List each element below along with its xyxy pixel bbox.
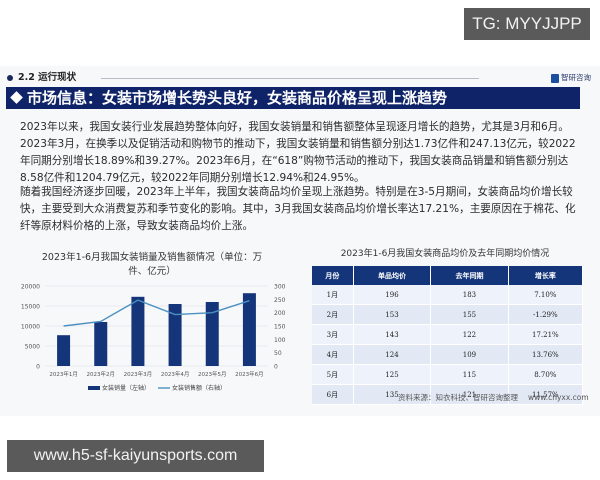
table-cell: 153 (353, 304, 432, 325)
y-tick-right: 200 (274, 310, 286, 317)
legend-label: 女装销量（左轴） (102, 384, 150, 392)
table-cell: 125 (353, 364, 432, 385)
table-row: 3月 143 122 17.21% (312, 324, 584, 345)
table-cell: 155 (430, 304, 509, 325)
footer-link[interactable]: www.h5-sf-kaiyunsports.com (7, 440, 264, 472)
y-tick-right: 250 (274, 297, 286, 304)
tg-badge: TG: MYYJJPP (464, 8, 590, 40)
chart-title: 件、亿元） (128, 265, 176, 277)
bar (57, 335, 71, 366)
sales-chart: 2023年1-6月我国女装销量及销售额情况（单位：万 件、亿元） 0 5000 1000… (10, 240, 295, 410)
table-cell: 196 (353, 285, 432, 305)
y-tick-left: 5000 (25, 344, 40, 351)
table-cell: 11.57% (508, 384, 584, 405)
table-row: 2月 153 155 -1.29% (312, 304, 584, 325)
column-header: 单品均价 (353, 266, 432, 285)
bar (94, 322, 108, 366)
price-table: 月份 单品均价 去年同期 增长率 1月 196 183 7.10% 2月 153 155-… (312, 266, 584, 405)
column-header: 去年同期 (430, 266, 509, 285)
x-tick: 2023年1月 (49, 370, 78, 378)
x-tick: 2023年4月 (161, 370, 190, 378)
table-cell: 6月 (312, 384, 354, 405)
bullet-icon (7, 75, 13, 81)
table-cell: 183 (430, 285, 509, 305)
y-tick-left: 10000 (21, 324, 40, 331)
section-label: 2.2 运行现状 (18, 72, 77, 83)
document-page: 2.2 运行现状 智研咨询 市场信息：女装市场增长势头良好，女装商品价格呈现上涨… (0, 66, 600, 416)
column-header: 增长率 (508, 266, 584, 285)
x-tick: 2023年2月 (87, 370, 116, 378)
table-cell: 121 (430, 384, 509, 405)
table-title: 2023年1-6月我国女装商品均价及去年同期均价情况 (340, 249, 550, 259)
paragraph-2: 随着我国经济逐步回暖，2023年上半年，我国女装商品均价呈现上涨趋势。特别是在3… (20, 186, 576, 232)
chart-title: 2023年1-6月我国女装销量及销售额情况（单位：万 (42, 251, 262, 263)
price-table-block: 2023年1-6月我国女装商品均价及去年同期均价情况 月份 单品均价 去年同期 … (300, 240, 595, 410)
table-cell: 4月 (312, 344, 354, 365)
source-url: www.chyxx.com (528, 393, 589, 402)
banner-text: 市场信息：女装市场增长势头良好，女装商品价格呈现上涨趋势 (27, 89, 448, 107)
bar (242, 293, 256, 366)
source-text: 资料来源：知衣科技、智研咨询整理 (398, 393, 518, 402)
banner-title: 市场信息：女装市场增长势头良好，女装商品价格呈现上涨趋势 (6, 87, 580, 109)
table-cell: 7.10% (508, 285, 584, 305)
table-cell: 115 (430, 364, 509, 385)
divider (101, 78, 479, 79)
sales-line (63, 299, 250, 327)
y-tick-left: 0 (36, 364, 40, 371)
table-cell: 135 (353, 384, 432, 405)
table-cell: 1月 (312, 285, 354, 305)
diamond-icon (10, 91, 23, 104)
table-row: 4月 124 109 13.76% (312, 344, 584, 365)
brand-logo: 智研咨询 (551, 72, 591, 84)
legend-bar-icon (88, 386, 100, 390)
table-row: 1月 196 183 7.10% (312, 285, 584, 305)
table-cell: 143 (353, 324, 432, 345)
table-cell: 109 (430, 344, 509, 365)
y-tick-left: 20000 (21, 284, 40, 291)
x-tick: 2023年6月 (235, 370, 264, 378)
table-cell: 3月 (312, 324, 354, 345)
y-tick-right: 100 (274, 337, 286, 344)
column-header: 月份 (312, 266, 354, 285)
y-tick-right: 0 (274, 364, 278, 371)
bar (168, 304, 182, 366)
bar (205, 302, 219, 366)
table-header-row: 月份 单品均价 去年同期 增长率 (312, 266, 584, 285)
bar-line-chart: 2023年1-6月我国女装销量及销售额情况（单位：万件、亿元）050001000… (21, 251, 286, 392)
table-row: 5月 125 115 8.70% (312, 364, 584, 385)
bar (131, 296, 145, 366)
table-cell: -1.29% (508, 304, 584, 325)
table-cell: 124 (353, 344, 432, 365)
y-tick-left: 15000 (21, 304, 40, 311)
x-tick: 2023年5月 (198, 370, 227, 378)
brand-icon (551, 73, 559, 83)
table-cell: 13.76% (508, 344, 584, 365)
legend-label: 女装销售额（右轴） (172, 384, 226, 392)
table-cell: 5月 (312, 364, 354, 385)
y-tick-right: 300 (274, 284, 286, 291)
paragraph-1: 2023年以来，我国女装行业发展趋势整体向好，我国女装销量和销售额整体呈现逐月增… (20, 121, 576, 184)
table-cell: 17.21% (508, 324, 584, 345)
brand-name: 智研咨询 (561, 73, 591, 82)
y-tick-right: 50 (274, 350, 282, 357)
source-note: 资料来源：知衣科技、智研咨询整理 www.chyxx.com (398, 392, 589, 403)
x-tick: 2023年3月 (124, 370, 153, 378)
table-cell: 122 (430, 324, 509, 345)
y-tick-right: 150 (274, 324, 286, 331)
section-header: 2.2 运行现状 智研咨询 (6, 71, 592, 85)
table-cell: 8.70% (508, 364, 584, 385)
table-row: 6月 135 121 11.57% (312, 384, 584, 405)
table-cell: 2月 (312, 304, 354, 325)
